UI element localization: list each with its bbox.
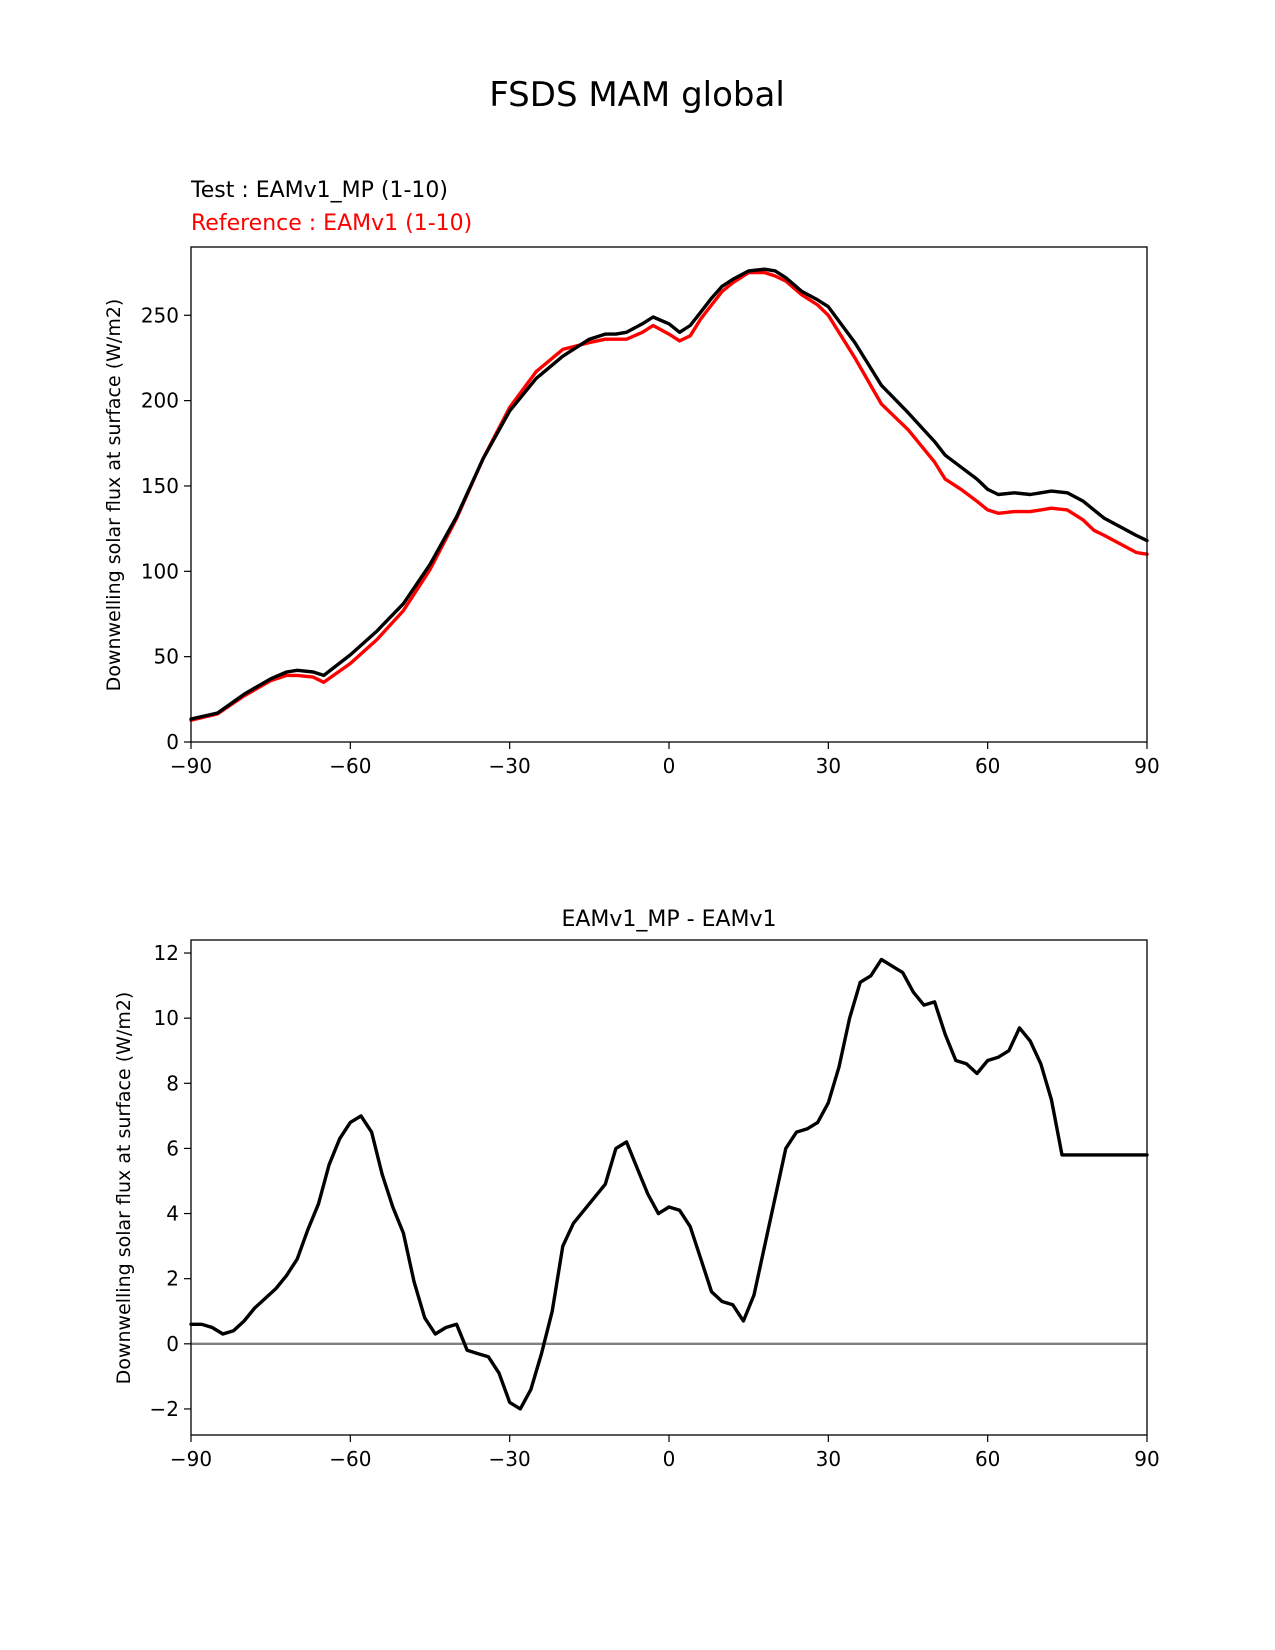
bottom-x-tick-label: 90 bbox=[1134, 1447, 1159, 1471]
reference-label: Reference : EAMv1 (1-10) bbox=[191, 211, 472, 236]
top-y-tick-label: 150 bbox=[141, 474, 179, 498]
bottom-y-tick-label: 6 bbox=[166, 1136, 179, 1160]
top-y-tick-label: 0 bbox=[166, 730, 179, 754]
top-series-lines bbox=[189, 267, 1149, 722]
bottom-y-tick-label: −2 bbox=[150, 1397, 179, 1421]
figure-title: FSDS MAM global bbox=[489, 75, 785, 115]
top-y-axis-label: Downwelling solar flux at surface (W/m2) bbox=[103, 299, 125, 692]
bottom-series-lines bbox=[189, 957, 1149, 1411]
top-y-tick-label: 250 bbox=[141, 303, 179, 327]
top-y-tick-label: 50 bbox=[154, 645, 179, 669]
bottom-series-line-test bbox=[189, 957, 1149, 1411]
bottom-y-tick-label: 2 bbox=[166, 1267, 179, 1291]
top-x-tick-label: 60 bbox=[975, 754, 1000, 778]
top-x-tick-label: 90 bbox=[1134, 754, 1159, 778]
bottom-y-tick-label: 8 bbox=[166, 1071, 179, 1095]
top-x-tick-label: 0 bbox=[663, 754, 676, 778]
bottom-y-tick-label: 4 bbox=[166, 1202, 179, 1226]
top-x-tick-label: −60 bbox=[329, 754, 371, 778]
bottom-y-tick-label: 10 bbox=[154, 1006, 179, 1030]
bottom-panel: EAMv1_MP - EAMv1 −90 −60 −30 0 30 60 90 −2 0 2 4 6 8… bbox=[113, 907, 1160, 1471]
top-x-tick-label: −30 bbox=[489, 754, 531, 778]
bottom-title: EAMv1_MP - EAMv1 bbox=[561, 907, 776, 932]
bottom-x-tick-label: 0 bbox=[663, 1447, 676, 1471]
top-y-tick-label: 100 bbox=[141, 559, 179, 583]
top-x-tick-label: 30 bbox=[816, 754, 841, 778]
bottom-y-tick-label: 0 bbox=[166, 1332, 179, 1356]
bottom-x-tick-label: 60 bbox=[975, 1447, 1000, 1471]
top-panel: Test : EAMv1_MP (1-10) Reference : EAMv1… bbox=[103, 178, 1160, 778]
top-y-tick-label: 200 bbox=[141, 389, 179, 413]
bottom-plot-frame bbox=[190, 939, 1148, 1436]
top-series-line-test bbox=[189, 267, 1149, 721]
top-x-tick-label: −90 bbox=[170, 754, 212, 778]
bottom-y-axis-label: Downwelling solar flux at surface (W/m2) bbox=[113, 992, 135, 1385]
bottom-x-tick-label: −60 bbox=[329, 1447, 371, 1471]
bottom-x-tick-label: 30 bbox=[816, 1447, 841, 1471]
test-label: Test : EAMv1_MP (1-10) bbox=[190, 178, 448, 203]
bottom-y-tick-label: 12 bbox=[154, 941, 179, 965]
top-plot-frame bbox=[190, 246, 1148, 743]
bottom-x-tick-label: −30 bbox=[489, 1447, 531, 1471]
top-axis-ticks: −90 −60 −30 0 30 60 90 0 50 100 150 200 250 bbox=[141, 303, 1160, 778]
bottom-axis-ticks: −90 −60 −30 0 30 60 90 −2 0 2 4 6 8 10 12 bbox=[150, 941, 1160, 1471]
bottom-x-tick-label: −90 bbox=[170, 1447, 212, 1471]
top-series-line-reference bbox=[189, 270, 1149, 722]
